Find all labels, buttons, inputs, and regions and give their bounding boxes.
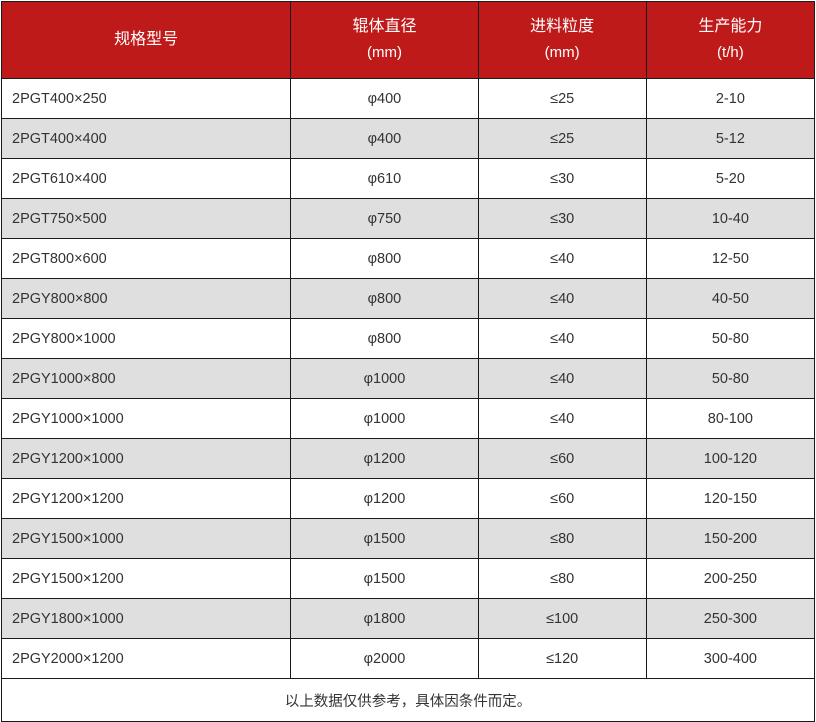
column-header-feed-size-title: 进料粒度: [530, 18, 595, 35]
table-header-row: 规格型号 辊体直径 (mm) 进料粒度 (mm) 生产能力 (t/h): [0, 1, 816, 79]
cell-capacity: 50-80: [645, 358, 816, 399]
column-header-model-title: 规格型号: [114, 31, 179, 48]
cell-capacity: 50-80: [645, 318, 816, 359]
cell-model: 2PGY1000×800: [0, 358, 292, 399]
table-row: 2PGT800×600 φ800 ≤40 12-50: [0, 238, 816, 279]
table-row: 2PGT400×400 φ400 ≤25 5-12: [0, 118, 816, 159]
cell-roller-diameter: φ610: [290, 158, 479, 199]
table-row: 2PGY1500×1000 φ1500 ≤80 150-200: [0, 518, 816, 559]
cell-model: 2PGT400×400: [0, 118, 292, 159]
table-row: 2PGY2000×1200 φ2000 ≤120 300-400: [0, 638, 816, 679]
cell-roller-diameter: φ400: [290, 118, 479, 159]
cell-capacity: 300-400: [645, 638, 816, 679]
cell-roller-diameter: φ800: [290, 238, 479, 279]
cell-feed-size: ≤60: [477, 438, 647, 479]
table-row: 2PGY800×800 φ800 ≤40 40-50: [0, 278, 816, 319]
column-header-capacity: 生产能力 (t/h): [645, 1, 816, 79]
column-header-capacity-title: 生产能力: [698, 18, 763, 35]
table-row: 2PGY1800×1000 φ1800 ≤100 250-300: [0, 598, 816, 639]
cell-feed-size: ≤40: [477, 358, 647, 399]
cell-model: 2PGY1000×1000: [0, 398, 292, 439]
table-header: 规格型号 辊体直径 (mm) 进料粒度 (mm) 生产能力 (t/h): [0, 1, 816, 79]
cell-model: 2PGY1500×1000: [0, 518, 292, 559]
cell-model: 2PGT800×600: [0, 238, 292, 279]
cell-roller-diameter: φ800: [290, 278, 479, 319]
cell-capacity: 2-10: [645, 78, 816, 119]
cell-feed-size: ≤40: [477, 278, 647, 319]
cell-capacity: 5-12: [645, 118, 816, 159]
table-body: 2PGT400×250 φ400 ≤25 2-10 2PGT400×400 φ400 ≤25…: [0, 78, 816, 679]
cell-model: 2PGT750×500: [0, 198, 292, 239]
cell-roller-diameter: φ1800: [290, 598, 479, 639]
cell-feed-size: ≤30: [477, 158, 647, 199]
cell-feed-size: ≤120: [477, 638, 647, 679]
table-row: 2PGT750×500 φ750 ≤30 10-40: [0, 198, 816, 239]
cell-capacity: 250-300: [645, 598, 816, 639]
cell-feed-size: ≤40: [477, 398, 647, 439]
cell-model: 2PGT610×400: [0, 158, 292, 199]
table-footer-row: 以上数据仅供参考，具体因条件而定。: [1, 678, 815, 722]
cell-feed-size: ≤80: [477, 558, 647, 599]
cell-roller-diameter: φ2000: [290, 638, 479, 679]
cell-feed-size: ≤25: [477, 78, 647, 119]
cell-model: 2PGY1200×1200: [0, 478, 292, 519]
cell-feed-size: ≤30: [477, 198, 647, 239]
column-header-roller-diameter-unit: (mm): [366, 44, 402, 61]
column-header-roller-diameter: 辊体直径 (mm): [290, 1, 479, 79]
table-row: 2PGY1500×1200 φ1500 ≤80 200-250: [0, 558, 816, 599]
cell-capacity: 100-120: [645, 438, 816, 479]
cell-roller-diameter: φ400: [290, 78, 479, 119]
cell-capacity: 150-200: [645, 518, 816, 559]
cell-feed-size: ≤80: [477, 518, 647, 559]
cell-model: 2PGY800×1000: [0, 318, 292, 359]
cell-capacity: 12-50: [645, 238, 816, 279]
cell-capacity: 5-20: [645, 158, 816, 199]
cell-feed-size: ≤60: [477, 478, 647, 519]
cell-model: 2PGY1200×1000: [0, 438, 292, 479]
cell-capacity: 40-50: [645, 278, 816, 319]
cell-roller-diameter: φ1000: [290, 398, 479, 439]
table-row: 2PGT610×400 φ610 ≤30 5-20: [0, 158, 816, 199]
cell-capacity: 80-100: [645, 398, 816, 439]
cell-feed-size: ≤40: [477, 318, 647, 359]
cell-capacity: 200-250: [645, 558, 816, 599]
column-header-feed-size: 进料粒度 (mm): [477, 1, 647, 79]
table-row: 2PGY800×1000 φ800 ≤40 50-80: [0, 318, 816, 359]
cell-roller-diameter: φ1500: [290, 558, 479, 599]
column-header-roller-diameter-title: 辊体直径: [352, 18, 417, 35]
cell-model: 2PGT400×250: [0, 78, 292, 119]
column-header-model: 规格型号: [0, 1, 292, 79]
footer-note: 以上数据仅供参考，具体因条件而定。: [1, 678, 815, 722]
table-row: 2PGY1200×1200 φ1200 ≤60 120-150: [0, 478, 816, 519]
table-row: 2PGT400×250 φ400 ≤25 2-10: [0, 78, 816, 119]
cell-model: 2PGY1500×1200: [0, 558, 292, 599]
table-row: 2PGY1000×800 φ1000 ≤40 50-80: [0, 358, 816, 399]
table-row: 2PGY1200×1000 φ1200 ≤60 100-120: [0, 438, 816, 479]
column-header-capacity-unit: (t/h): [717, 44, 744, 61]
cell-model: 2PGY1800×1000: [0, 598, 292, 639]
cell-roller-diameter: φ750: [290, 198, 479, 239]
cell-roller-diameter: φ1200: [290, 438, 479, 479]
table-footer: 以上数据仅供参考，具体因条件而定。: [1, 678, 815, 722]
cell-roller-diameter: φ800: [290, 318, 479, 359]
cell-model: 2PGY800×800: [0, 278, 292, 319]
column-header-feed-size-unit: (mm): [544, 44, 580, 61]
cell-feed-size: ≤40: [477, 238, 647, 279]
cell-capacity: 10-40: [645, 198, 816, 239]
cell-roller-diameter: φ1000: [290, 358, 479, 399]
cell-feed-size: ≤25: [477, 118, 647, 159]
cell-roller-diameter: φ1500: [290, 518, 479, 559]
cell-roller-diameter: φ1200: [290, 478, 479, 519]
cell-model: 2PGY2000×1200: [0, 638, 292, 679]
cell-capacity: 120-150: [645, 478, 816, 519]
cell-feed-size: ≤100: [477, 598, 647, 639]
table-row: 2PGY1000×1000 φ1000 ≤40 80-100: [0, 398, 816, 439]
